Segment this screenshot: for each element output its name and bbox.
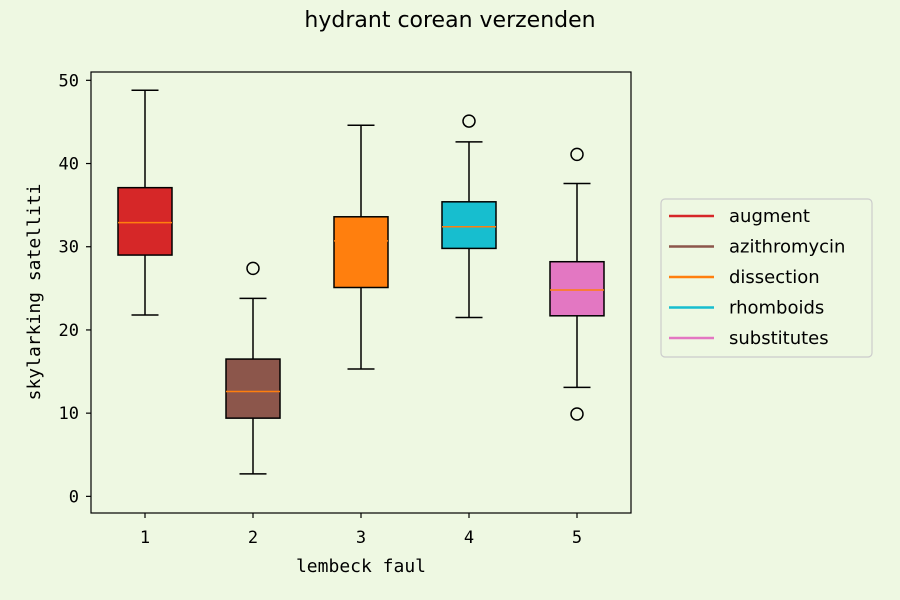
box-iqr [441,201,497,250]
legend-item-augment: augment [669,206,810,227]
box-substitutes [549,147,605,421]
box-iqr [117,186,173,256]
y-tick-label: 30 [59,238,79,258]
outlier-point [462,114,476,128]
box-augment [117,89,173,316]
y-tick-label: 10 [59,404,79,424]
x-tick-label: 3 [356,528,366,548]
legend-label: rhomboids [729,298,824,319]
outlier-point [570,407,584,421]
legend-label: azithromycin [729,237,845,258]
legend-item-azithromycin: azithromycin [669,237,845,258]
box-azithromycin [225,261,281,475]
x-tick-label: 5 [572,528,582,548]
y-tick-label: 0 [69,487,79,507]
box-rhomboids [441,114,497,319]
x-tick-label: 2 [248,528,258,548]
chart-title: hydrant corean verzenden [304,8,596,33]
box-iqr [549,260,605,317]
legend-label: dissection [729,267,820,288]
y-tick-label: 50 [59,71,79,91]
outlier-point [246,261,260,276]
outlier-point [570,147,584,162]
x-tick-label: 1 [140,528,150,548]
y-axis-label: skylarking satelliti [24,184,45,401]
legend-item-substitutes: substitutes [669,328,829,349]
box-iqr [333,216,389,289]
box-iqr [225,358,281,419]
x-axis-label: lembeck faul [296,556,426,577]
y-tick-label: 40 [59,155,79,175]
x-tick-label: 4 [464,528,474,548]
legend-label: augment [729,206,810,227]
legend-label: substitutes [729,328,829,349]
legend-item-dissection: dissection [669,267,820,288]
y-tick-label: 20 [59,321,79,341]
legend: augment azithromycin dissection rhomboids su… [660,198,873,358]
legend-frame [660,198,873,358]
legend-item-rhomboids: rhomboids [669,298,824,319]
box-dissection [333,124,389,370]
